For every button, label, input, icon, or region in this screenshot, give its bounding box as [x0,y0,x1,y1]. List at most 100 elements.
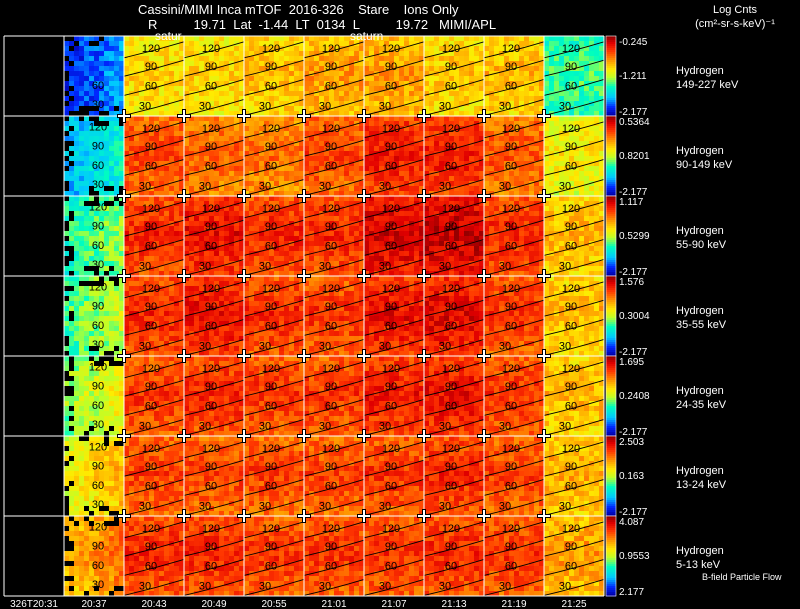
pitch-contour [243,478,305,496]
contour-label: 30 [139,180,151,192]
pitch-contour [303,299,365,317]
pitch-contour [183,41,245,59]
crosshair-marker [243,190,245,202]
contour-label: 120 [382,43,400,55]
panel-3-9: 120 90 60 30 [543,276,605,356]
pitch-contour [483,379,545,397]
contour-label: 90 [205,301,217,313]
energy-row-1: 120 90 60 30 120 90 60 30 120 90 60 30 120 90 60 30 120 9… [3,109,733,198]
time-label-3: 20:49 [201,599,226,609]
contour-label: 90 [265,61,277,73]
contour-label: 90 [92,461,104,473]
contour-label: 90 [565,141,577,153]
crosshair-marker [123,110,125,122]
time-label-7: 21:13 [441,599,466,609]
contour-label: 60 [265,400,277,412]
contour-label: 120 [89,281,107,293]
contour-label: 60 [445,560,457,572]
panel-2-9: 120 90 60 30 [543,196,605,276]
contour-label: 120 [202,123,220,135]
contour-label: 30 [379,340,391,352]
crosshair-marker [303,110,305,122]
pitch-contour [303,539,365,557]
crosshair-marker [543,510,545,522]
pitch-contour [543,318,605,336]
panel-6-3: 120 90 60 30 [183,516,245,596]
contour-label: 120 [322,283,340,295]
crosshair-marker [483,430,485,442]
pitch-contour [423,238,485,256]
species-label: Hydrogen [676,465,724,477]
pitch-contour [363,219,425,237]
colorbar-min: -2.177 [619,267,648,278]
contour-label: 120 [142,443,160,455]
contour-label: 60 [92,480,104,492]
time-label-2: 20:43 [141,599,166,609]
contour-label: 90 [385,141,397,153]
colorbar-mid: 0.2408 [619,391,650,402]
pitch-contour [543,238,605,256]
pitch-contour [243,578,305,596]
panel-4-2: 120 90 60 30 [123,356,185,436]
crosshair-marker [543,350,545,362]
pitch-contour [123,238,185,256]
footer-label: B-field Particle Flow [702,572,782,582]
panel-2-3: 120 90 60 30 [183,196,245,276]
contour-label: 90 [145,541,157,553]
contour-label: 120 [142,283,160,295]
contour-label: 90 [325,221,337,233]
contour-label: 30 [199,420,211,432]
contour-label: 30 [92,579,104,591]
contour-label: 120 [502,203,520,215]
contour-label: 60 [265,560,277,572]
contour-label: 120 [89,201,107,213]
contour-label: 30 [499,100,511,112]
pitch-contour [363,521,425,539]
pitch-contour [123,281,185,299]
contour-label: 90 [145,221,157,233]
contour-label: 30 [259,180,271,192]
contour-label: 90 [505,61,517,73]
pitch-contour [303,201,365,219]
contour-label: 120 [562,363,580,375]
pitch-contour [183,318,245,336]
contour-label: 120 [382,443,400,455]
panel-6-4: 120 90 60 30 [243,516,305,596]
crosshair-marker [423,270,425,282]
contour-label: 90 [565,461,577,473]
colorbar-units-sub: (cm²-sr-s-keV)⁻¹ [695,18,775,30]
contour-label: 30 [439,420,451,432]
pitch-contour [543,459,605,477]
contour-label: 90 [325,61,337,73]
pitch-contour [123,219,185,237]
contour-label: 120 [382,523,400,535]
colorbar-mid: 0.3004 [619,311,650,322]
crosshair-marker [123,190,125,202]
contour-label: 30 [499,420,511,432]
contour-label: 120 [322,203,340,215]
contour-label: 120 [382,203,400,215]
pitch-contour [423,478,485,496]
pitch-contour [423,41,485,59]
crosshair-marker [303,190,305,202]
contour-label: 30 [439,580,451,592]
pitch-contour [543,558,605,576]
contour-label: 60 [145,240,157,252]
pitch-contour [123,78,185,96]
pitch-contour [483,201,545,219]
contour-label: 60 [205,320,217,332]
pitch-contour [183,201,245,219]
pitch-contour [483,238,545,256]
contour-label: 30 [199,100,211,112]
pitch-contour [543,139,605,157]
contour-label: 90 [565,541,577,553]
crosshair-marker [483,270,485,282]
crosshair-marker [483,510,485,522]
contour-label: 90 [92,141,104,153]
pitch-contour [183,121,245,139]
contour-label: 30 [319,420,331,432]
pitch-contour [483,121,545,139]
contour-label: 60 [445,480,457,492]
pitch-contour [123,41,185,59]
contour-label: 90 [145,141,157,153]
